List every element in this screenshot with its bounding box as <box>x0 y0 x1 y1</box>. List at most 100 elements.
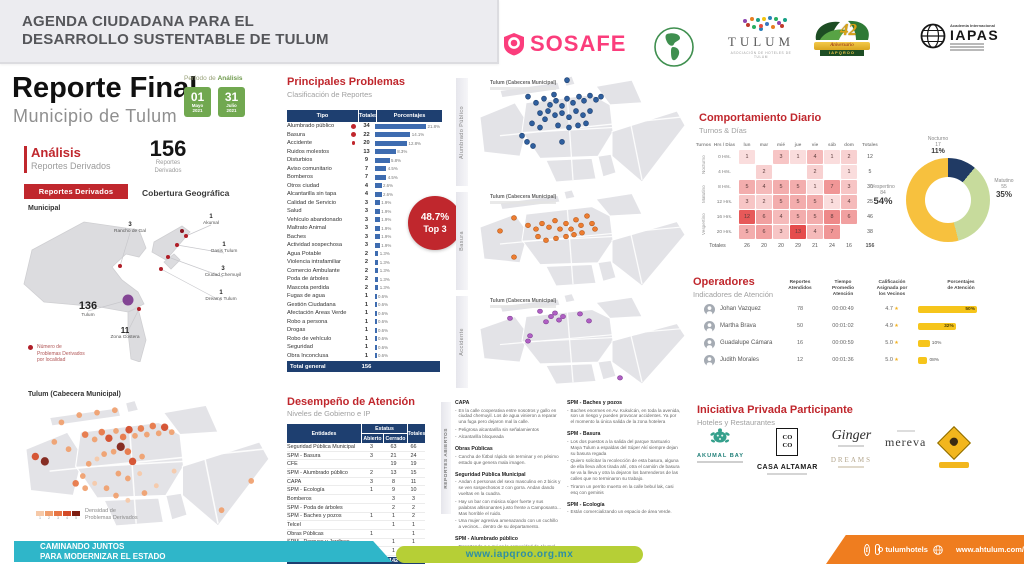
heatmap-cell: 6 <box>841 210 857 224</box>
entity-total: 19 <box>410 461 417 468</box>
density-legend-text: Densidad de Problemas Derivados <box>85 508 138 522</box>
problem-bar <box>375 302 377 308</box>
problem-bar-cell: 1.3% <box>375 251 440 256</box>
tab-reportes-derivados[interactable]: Reportes Derivados <box>24 184 128 199</box>
entity-cerrado: 19 <box>390 461 397 468</box>
column-header: Totales <box>359 110 378 122</box>
period-start-box: 01 Mayo 2021 <box>184 87 211 117</box>
problem-type: Afectación Áreas Verde <box>287 310 347 317</box>
density-scale-cell <box>54 510 62 516</box>
bullet-text: Hay un bar con música súper fuerte y sus… <box>458 498 561 516</box>
tulum-logo-text: TULUM <box>727 34 795 49</box>
tab-cobertura-geografica[interactable]: Cobertura Geográfica <box>142 188 230 198</box>
coco-bottom-text: CO <box>782 441 793 449</box>
entity-total: 2 <box>412 513 415 520</box>
aniversario-number: 42 <box>840 20 857 39</box>
problems-row: Drogas 1 0.6% <box>287 326 442 335</box>
turnos-donut-chart <box>906 158 990 242</box>
heatmap-col-total: 24 <box>829 243 835 249</box>
heatmap-hour-label: 8 Hrs. <box>718 184 731 190</box>
operators-column-header: Calificación Asignada por los Vecinos <box>876 280 908 297</box>
map-strip-alumbrado: Alumbrado Público <box>456 78 468 186</box>
map-strip-accidente: Accidente <box>456 296 468 388</box>
entity-total: 1 <box>412 539 415 546</box>
problems-row: Salud 3 1.9% <box>287 207 442 216</box>
density-map-title: Tulum (Cabecera Municipal) <box>28 391 121 398</box>
city-map-basura: Tulum (Cabecera Municipal) <box>470 188 686 291</box>
entity-name: SPM - Poda de árboles <box>287 504 343 511</box>
note-bullet: - Una mujer agresiva amenazando con un cu… <box>455 518 561 530</box>
bullet-dash: - <box>455 426 457 432</box>
sosafe-shield-icon <box>504 33 524 56</box>
problem-type: Drogas <box>287 327 306 334</box>
operator-calificacion: 4.9 ★ <box>885 323 899 330</box>
problem-total: 4 <box>364 191 369 198</box>
entity-abierto: 3 <box>370 478 373 485</box>
problem-total: 1 <box>364 344 369 351</box>
bullet-text: Baches enormes en Av. Kukulcán, en toda … <box>570 407 681 425</box>
density-legend-line: Problemas Derivados <box>85 515 138 522</box>
social-handle[interactable]: tulumhotels <box>885 545 928 554</box>
heatmap-col-total: 20 <box>761 243 767 249</box>
problem-type: Accidente <box>287 140 312 147</box>
heatmap-cell <box>790 165 806 179</box>
problem-percentage: 0.6% <box>378 344 389 350</box>
density-scale-icon: 1 2 3 4 5 <box>36 510 80 520</box>
heatmap-cell: 5 <box>807 210 823 224</box>
operator-percentage-label: 08% <box>929 357 940 363</box>
period-label: Período de Análisis <box>184 75 243 82</box>
ginger-subtext-line <box>838 445 865 447</box>
problem-bar <box>375 191 382 197</box>
problem-bar <box>375 225 380 231</box>
problem-total: 1 <box>364 335 369 342</box>
heatmap-hour-label: 12 Hrs. <box>716 199 733 205</box>
heatmap-cell: 8 <box>824 210 840 224</box>
donut-segment-percentage: 35% <box>995 190 1012 199</box>
heatmap-cell: 4 <box>841 195 857 209</box>
problems-row: Poda de árboles 2 1.3% <box>287 275 442 284</box>
problem-total: 1 <box>364 327 369 334</box>
sosafe-logo-text: SOSAFE <box>530 31 627 56</box>
problem-total: 20 <box>363 140 370 147</box>
iapqroo-leaves-icon <box>815 20 869 40</box>
heatmap-row-total: 30 <box>867 184 873 190</box>
problem-type: Seguridad <box>287 344 313 351</box>
casa-altamar-logo: CASA ALTAMAR <box>756 464 818 471</box>
problem-type: Robo de vehículo <box>287 335 332 342</box>
operator-bar-wrap: 08% <box>918 356 1004 364</box>
star-icon: ★ <box>892 323 899 330</box>
footer-iapqroo-url[interactable]: www.iapqroo.org.mx <box>396 546 643 563</box>
comportamiento-title: Comportamiento Diario <box>699 112 822 124</box>
iapqroo-label: IAPQROO <box>820 50 864 56</box>
column-header: Porcentajes <box>377 110 442 122</box>
problem-total: 1 <box>364 293 369 300</box>
problem-bar <box>375 327 377 333</box>
note-bullet: - Alcantarilla bloqueada <box>455 434 561 440</box>
problem-bar-cell: 2.6% <box>375 192 440 197</box>
header-band: AGENDA CIUDADANA PARA EL DESARROLLO SUST… <box>0 0 499 64</box>
entity-name: SPM - Alumbrado público <box>287 469 348 476</box>
facebook-icon[interactable]: f <box>864 543 870 556</box>
entity-abierto: 2 <box>370 469 373 476</box>
note-bullet: - Andan 4 personas del sexo masculino en … <box>455 479 561 497</box>
iniciativa-title: Iniciativa Privada Participante <box>697 404 853 416</box>
instagram-icon[interactable] <box>874 544 883 555</box>
donut-segment-count: 84 <box>880 190 886 196</box>
problems-row: Comercio Ambulante 2 1.3% <box>287 267 442 276</box>
operator-avatar <box>704 320 720 332</box>
operadores-subtitle: Indicadores de Atención <box>693 290 774 299</box>
page-title-line1: AGENDA CIUDADANA PARA EL <box>22 13 255 30</box>
operators-table: Reportes Atendidos Tiempo Promedio Atenci… <box>704 280 1004 366</box>
note-heading: SPM - Ecología <box>567 501 605 508</box>
problem-bar <box>375 208 380 214</box>
operator-percentage-label: 10% <box>931 340 942 346</box>
report-subtitle: Municipio de Tulum <box>13 106 178 126</box>
entity-cerrado: 8 <box>392 478 395 485</box>
density-scale-number: 2 <box>48 515 50 520</box>
problem-percentage: 0.6% <box>378 302 389 308</box>
problems-row: Disturbios 9 5.8% <box>287 156 442 165</box>
operator-tiempo: 00:00:59 <box>832 340 854 347</box>
website-url[interactable]: www.ahtulum.com/ <box>955 545 1024 554</box>
operator-avatar <box>704 354 720 366</box>
note-bullet: - Quiero solicitar la recolección de esta… <box>567 458 681 482</box>
